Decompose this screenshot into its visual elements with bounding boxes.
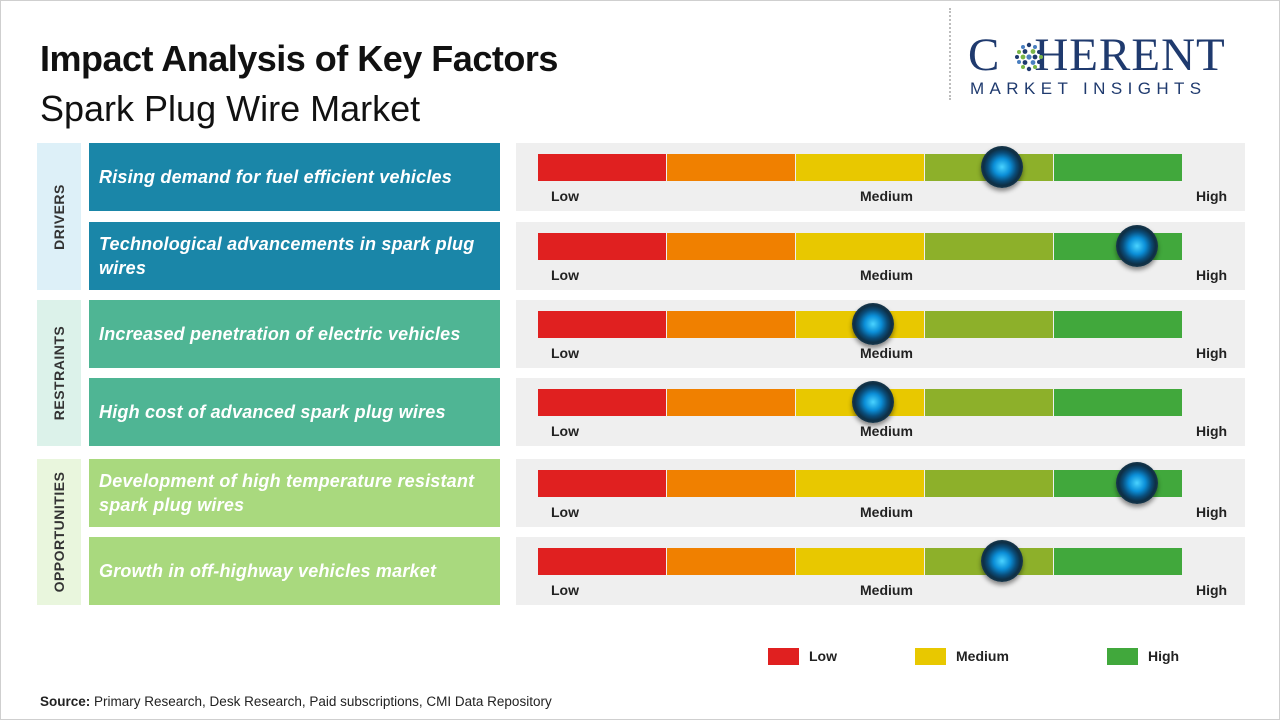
gauge-segment-4 (925, 389, 1053, 416)
gauge-segment-4 (925, 233, 1053, 260)
gauge-segment-1 (538, 233, 666, 260)
impact-gauge: Low Medium High (516, 537, 1245, 605)
scale-label-high: High (1196, 188, 1228, 204)
scale-label-low: Low (551, 345, 579, 361)
scale-label-low: Low (551, 582, 579, 598)
gauge-segment-5 (1054, 548, 1182, 575)
category-label: DRIVERS (51, 183, 67, 250)
source-note: Source: Primary Research, Desk Research,… (40, 694, 552, 709)
factor-label: Growth in off-highway vehicles market (89, 537, 500, 605)
legend-label-medium: Medium (956, 648, 1009, 664)
gauge-segment-2 (667, 233, 795, 260)
impact-gauge: Low Medium High (516, 222, 1245, 290)
gauge-segment-3 (796, 548, 924, 575)
scale-label-high: High (1196, 582, 1228, 598)
impact-marker (980, 540, 1023, 582)
gauge-segment-4 (925, 470, 1053, 497)
company-logo: C HERENT MARKET INSIGHTS (968, 30, 1264, 102)
scale-label-medium: Medium (860, 582, 913, 598)
legend-swatch-low (768, 648, 799, 665)
impact-gauge: Low Medium High (516, 378, 1245, 446)
gauge-segment-1 (538, 470, 666, 497)
scale-label-medium: Medium (860, 423, 913, 439)
factor-label: Technological advancements in spark plug… (89, 222, 500, 290)
impact-gauge: Low Medium High (516, 300, 1245, 368)
logo-tagline: MARKET INSIGHTS (970, 79, 1207, 98)
gauge-segment-1 (538, 154, 666, 181)
legend-label-low: Low (809, 648, 837, 664)
scale-label-medium: Medium (860, 267, 913, 283)
gauge-segment-4 (925, 311, 1053, 338)
gauge-segment-3 (796, 470, 924, 497)
logo-wordmark: C HERENT (968, 29, 1226, 81)
scale-label-high: High (1196, 504, 1228, 520)
legend: Low Medium High (0, 648, 1280, 668)
gauge-segment-2 (667, 154, 795, 181)
gauge-segment-3 (796, 154, 924, 181)
impact-gauge: Low Medium High (516, 459, 1245, 527)
source-label: Source: (40, 694, 91, 709)
gauge-segment-2 (667, 311, 795, 338)
scale-label-low: Low (551, 504, 579, 520)
category-band-restraints: RESTRAINTS (37, 300, 81, 446)
factor-label: High cost of advanced spark plug wires (89, 378, 500, 446)
gauge-segment-2 (667, 548, 795, 575)
category-band-drivers: DRIVERS (37, 143, 81, 290)
scale-label-low: Low (551, 188, 579, 204)
gauge-segment-3 (796, 233, 924, 260)
category-label: OPPORTUNITIES (51, 471, 67, 593)
category-band-opportunities: OPPORTUNITIES (37, 459, 81, 605)
scale-label-medium: Medium (860, 345, 913, 361)
chart-title: Impact Analysis of Key Factors (40, 38, 558, 79)
logo-globe-icon (1015, 42, 1043, 72)
scale-label-low: Low (551, 423, 579, 439)
impact-gauge: Low Medium High (516, 143, 1245, 211)
gauge-segment-2 (667, 470, 795, 497)
impact-marker (1115, 462, 1158, 504)
factor-label: Development of high temperature resistan… (89, 459, 500, 527)
chart-subtitle: Spark Plug Wire Market (40, 88, 421, 129)
legend-swatch-high (1107, 648, 1138, 665)
factor-label: Rising demand for fuel efficient vehicle… (89, 143, 500, 211)
legend-swatch-medium (915, 648, 946, 665)
logo-divider (949, 8, 951, 100)
gauge-segment-5 (1054, 154, 1182, 181)
impact-marker (1115, 225, 1158, 267)
impact-marker (980, 146, 1023, 188)
scale-label-medium: Medium (860, 504, 913, 520)
scale-label-high: High (1196, 345, 1228, 361)
gauge-segment-5 (1054, 389, 1182, 416)
scale-label-high: High (1196, 423, 1228, 439)
category-label: RESTRAINTS (51, 325, 67, 421)
gauge-segment-5 (1054, 311, 1182, 338)
impact-marker (851, 303, 894, 345)
scale-label-medium: Medium (860, 188, 913, 204)
factor-label: Increased penetration of electric vehicl… (89, 300, 500, 368)
gauge-segment-1 (538, 389, 666, 416)
gauge-segment-1 (538, 548, 666, 575)
source-text: Primary Research, Desk Research, Paid su… (94, 694, 552, 709)
scale-label-high: High (1196, 267, 1228, 283)
gauge-segment-2 (667, 389, 795, 416)
scale-label-low: Low (551, 267, 579, 283)
legend-label-high: High (1148, 648, 1180, 664)
gauge-segment-1 (538, 311, 666, 338)
impact-marker (851, 381, 894, 423)
